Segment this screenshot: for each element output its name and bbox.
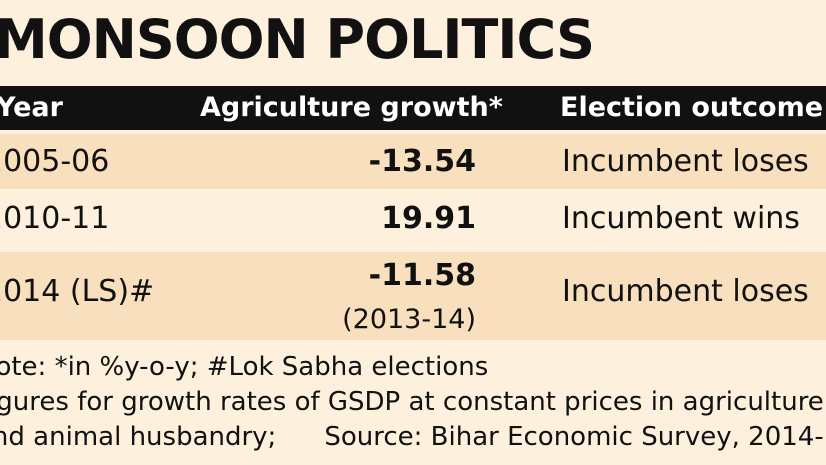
source-text: Source: Bihar Economic Survey, 2014-15: [324, 422, 826, 452]
footnotes: Note: *in %y-o-y; #Lok Sabha elections F…: [0, 350, 826, 455]
note-text: and animal husbandry;: [0, 422, 277, 452]
year-cell: 2010-11: [0, 201, 110, 236]
page-title: MONSOON POLITICS: [0, 8, 595, 71]
growth-value-cell: 19.91: [381, 201, 476, 236]
header-agriculture-growth: Agriculture growth*: [200, 92, 503, 123]
growth-value-cell: -13.54: [368, 144, 476, 179]
header-election-outcome: Election outcome: [560, 92, 824, 123]
outcome-cell: Incumbent loses: [562, 274, 809, 309]
year-cell: 2005-06: [0, 144, 110, 179]
header-year: Year: [0, 92, 63, 123]
table-row: 2010-11 19.91 Incumbent wins: [0, 191, 826, 246]
growth-period-note: (2013-14): [342, 304, 476, 335]
note-line: Note: *in %y-o-y; #Lok Sabha elections: [0, 352, 489, 382]
table-header: Year Agriculture growth* Election outcom…: [0, 86, 826, 130]
year-cell: 2014 (LS)#: [0, 274, 155, 309]
note-line-with-source: and animal husbandry; Source: Bihar Econo…: [0, 420, 826, 455]
note-line: Figures for growth rates of GSDP at cons…: [0, 387, 824, 417]
table-row: 2014 (LS)# -11.58 (2013-14) Incumbent lo…: [0, 252, 826, 340]
outcome-cell: Incumbent loses: [562, 144, 809, 179]
growth-value-cell: -11.58: [368, 258, 476, 293]
outcome-cell: Incumbent wins: [562, 201, 800, 236]
table-row: 2005-06 -13.54 Incumbent loses: [0, 134, 826, 189]
